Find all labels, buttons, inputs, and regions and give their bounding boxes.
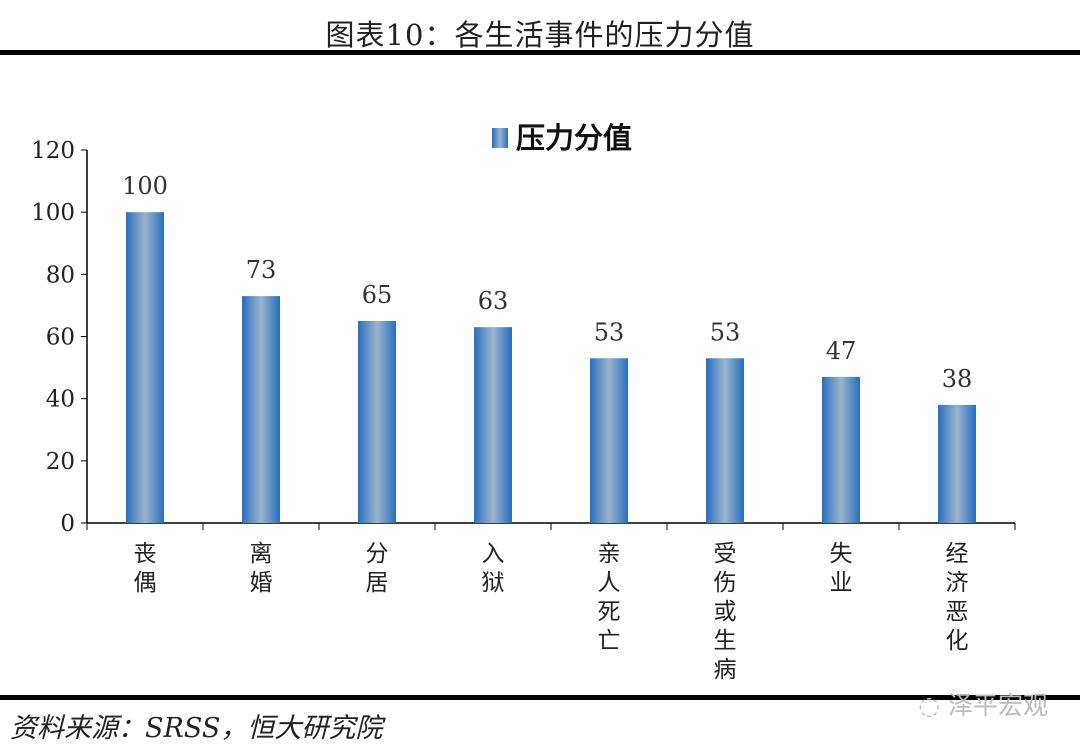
bar [474, 327, 512, 523]
data-label: 53 [710, 318, 741, 346]
bar [242, 296, 280, 523]
data-label: 73 [246, 256, 277, 284]
y-tick-label: 80 [46, 262, 75, 288]
x-tick-label: 丧偶 [134, 541, 157, 596]
y-tick-label: 60 [46, 325, 75, 351]
watermark-text: 泽平宏观 [947, 691, 1048, 720]
watermark: ◌ 泽平宏观 [918, 691, 1048, 720]
x-tick-label: 经济恶化 [946, 541, 969, 654]
data-label: 38 [942, 365, 973, 393]
legend-swatch [492, 128, 508, 148]
x-tick-label: 入狱 [482, 541, 505, 596]
source-note: 资料来源：SRSS，恒大研究院 [10, 713, 383, 744]
bar [358, 320, 396, 523]
data-label: 53 [594, 318, 625, 346]
x-tick-label: 失业 [830, 541, 853, 596]
figure-title: 图表10：各生活事件的压力分值 [325, 18, 755, 52]
data-label: 100 [122, 172, 168, 200]
bottom-rule [0, 695, 1080, 700]
data-label: 63 [478, 287, 509, 315]
y-tick-label: 20 [46, 449, 75, 475]
top-rule [0, 50, 1080, 55]
bar [938, 404, 976, 523]
bar [126, 212, 164, 523]
bar [822, 376, 860, 523]
bar [706, 358, 744, 523]
data-label: 65 [362, 281, 393, 309]
y-tick-label: 120 [31, 138, 75, 164]
x-tick-label: 亲人死亡 [598, 541, 621, 654]
y-tick-label: 40 [46, 387, 75, 413]
y-tick-label: 0 [60, 511, 75, 537]
legend-label: 压力分值 [516, 121, 632, 155]
y-tick-label: 100 [31, 200, 75, 226]
x-tick-label: 分居 [366, 541, 389, 596]
x-tick-label: 受伤或生病 [714, 541, 737, 683]
bar [590, 358, 628, 523]
data-label: 47 [826, 337, 857, 365]
x-tick-label: 离婚 [250, 541, 273, 596]
